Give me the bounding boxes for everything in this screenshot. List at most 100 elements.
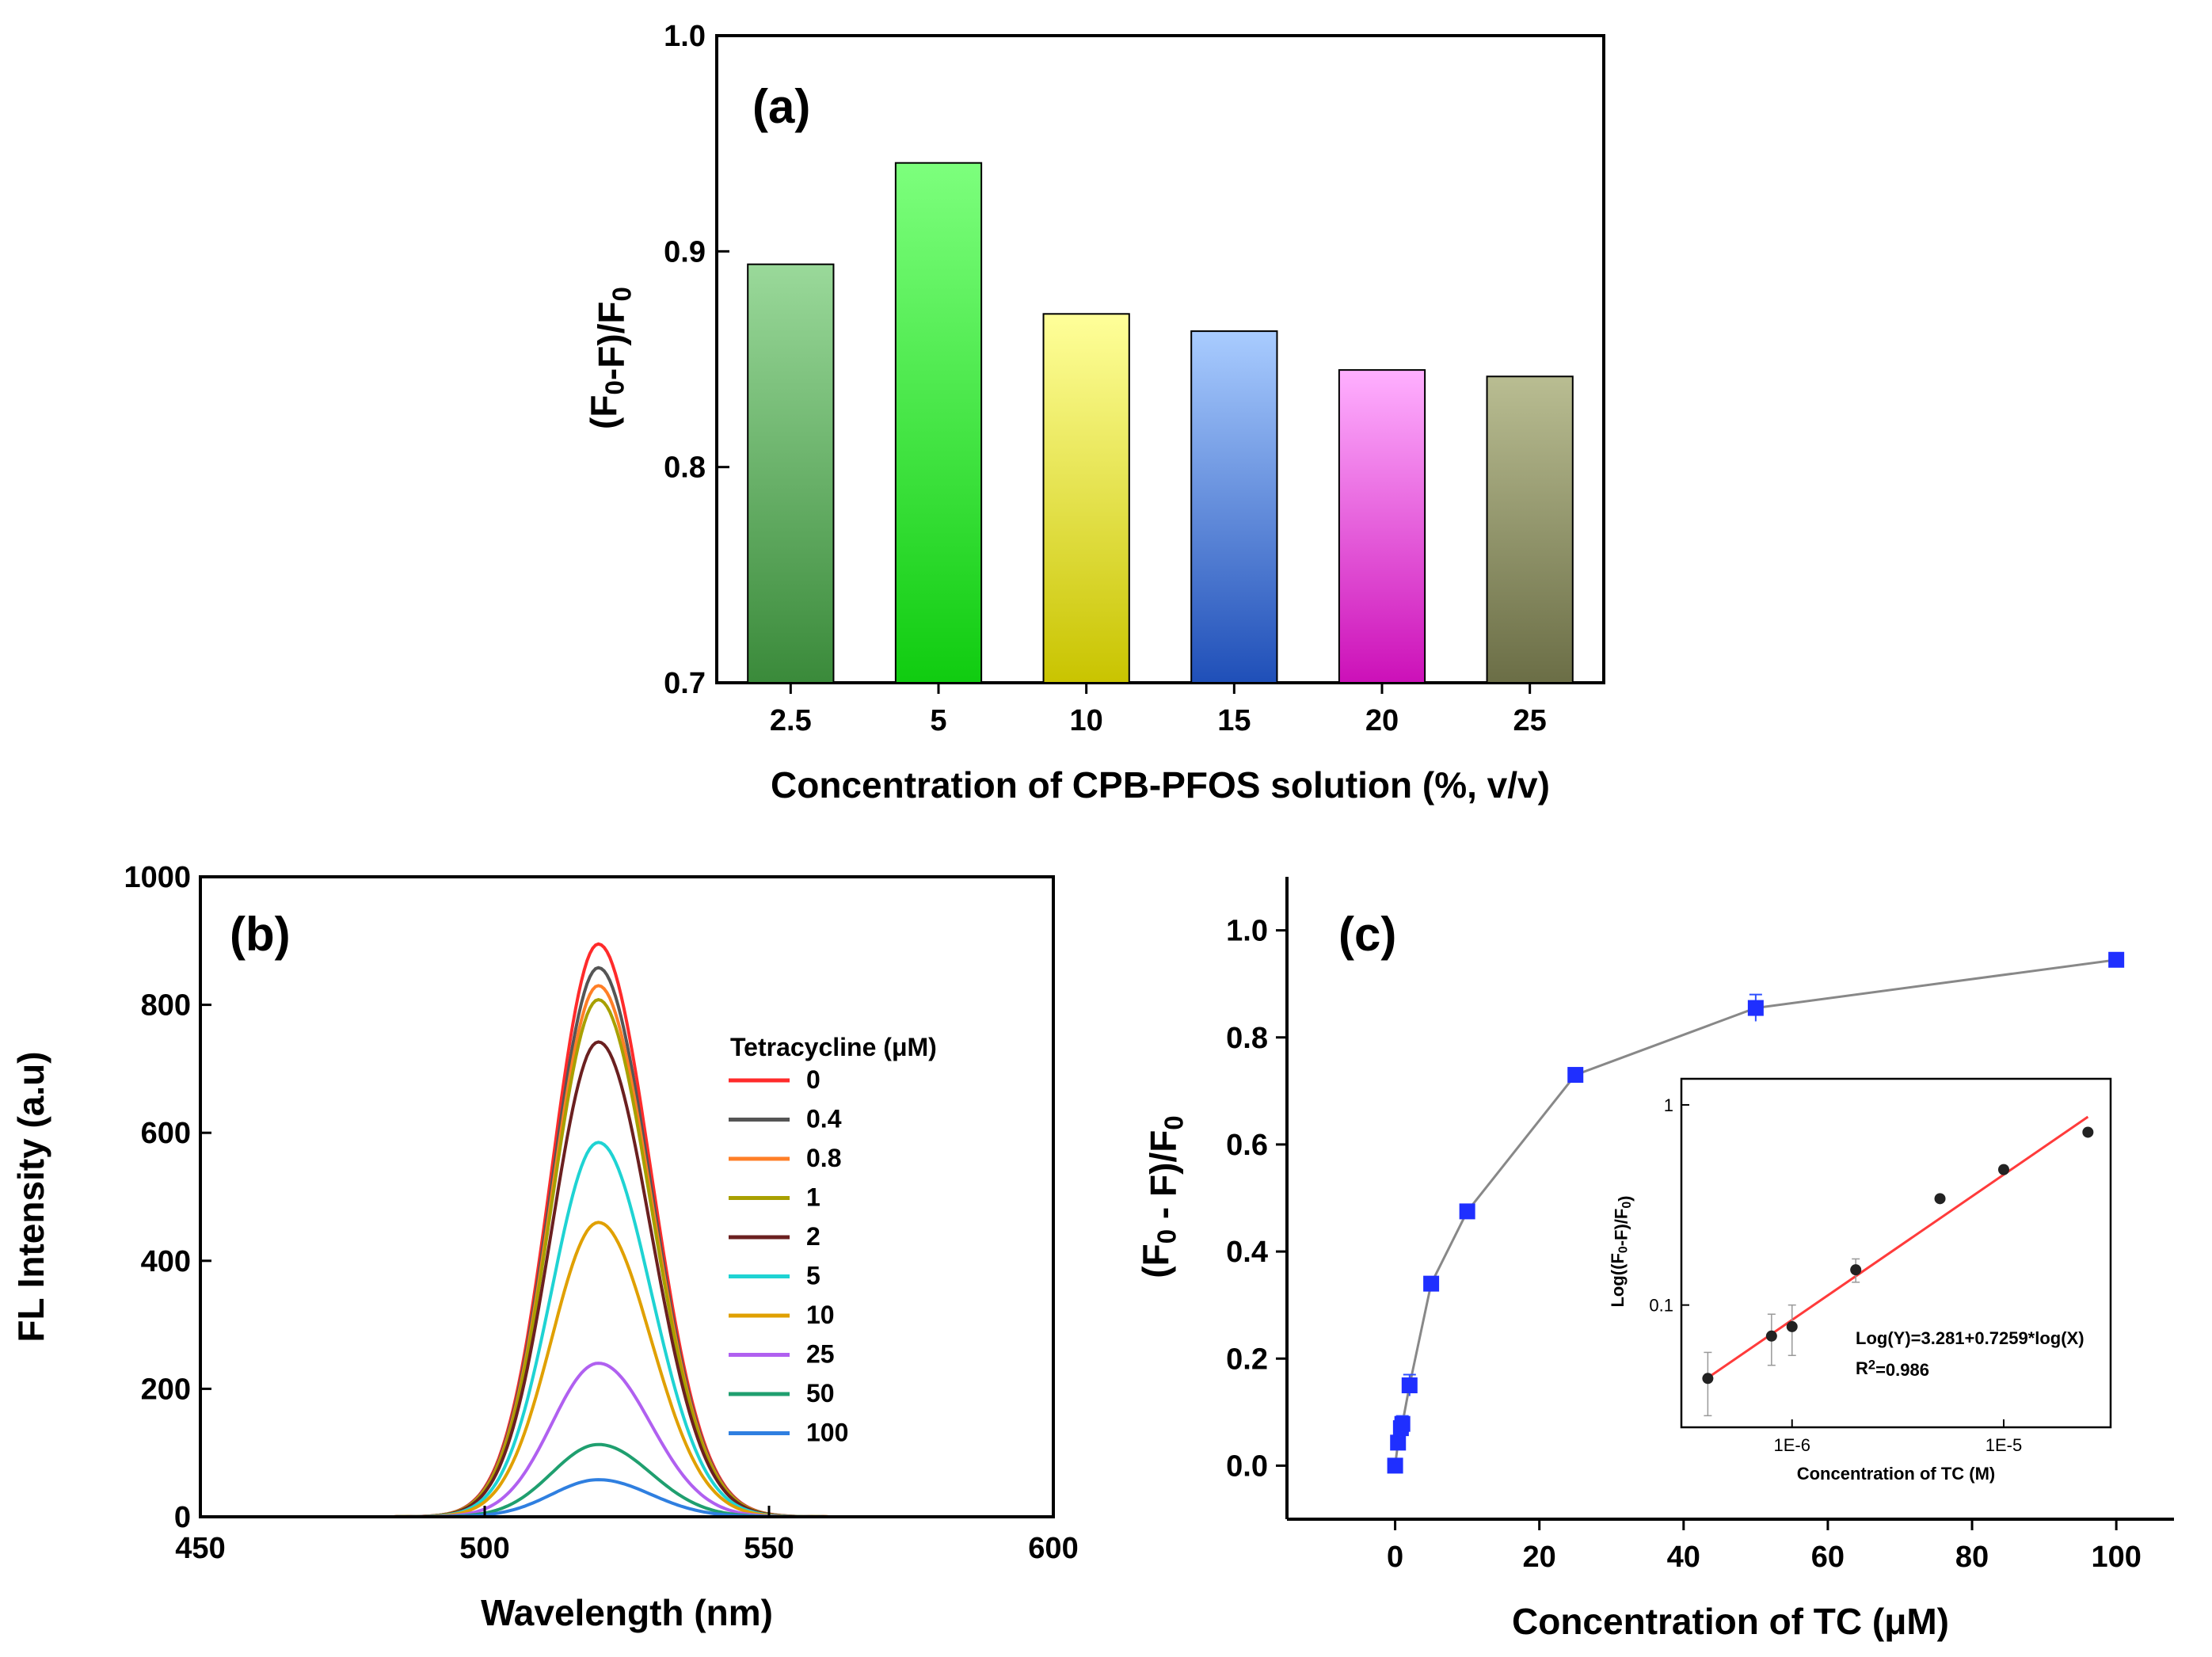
panel-b-plot-frame — [199, 875, 1055, 1518]
legend-label-25: 25 — [806, 1340, 835, 1369]
x-tick-label: 15 — [1217, 704, 1251, 737]
inset-point — [1702, 1373, 1714, 1385]
legend-label-100: 100 — [806, 1419, 848, 1447]
bar-20 — [1338, 369, 1426, 684]
point-100 — [2108, 951, 2125, 968]
panel-b-y-axis-label: FL Intensity (a.u) — [10, 1051, 51, 1342]
x-tick-label: 0 — [1387, 1541, 1403, 1574]
y-tick-label: 0.6 — [1226, 1129, 1268, 1162]
panel-c-y-axis-label: (F0 - F)/F0 — [1135, 1115, 1190, 1278]
panel-c-x-axis-label: Concentration of TC (μM) — [1512, 1601, 1949, 1642]
bar-2.5 — [747, 263, 835, 684]
legend-label-2: 2 — [806, 1222, 820, 1251]
inset-y-tick-label: 1 — [1664, 1095, 1673, 1115]
inset-plot-frame — [1680, 1077, 2112, 1429]
inset-fit-equation: Log(Y)=3.281+0.7259*log(X) — [1856, 1328, 2084, 1348]
panel-b-curves — [200, 942, 1053, 1518]
x-tick-label: 600 — [1028, 1532, 1078, 1565]
x-tick-label: 2.5 — [770, 704, 812, 737]
spectrum-1 — [200, 998, 1053, 1518]
panel-a-y-axis-label: (F0-F)/F0 — [583, 287, 638, 429]
x-tick-label: 20 — [1365, 704, 1399, 737]
panel-b-label: (b) — [230, 908, 291, 961]
legend-label-50: 50 — [806, 1379, 835, 1407]
y-tick-label: 1.0 — [664, 20, 706, 53]
panel-c: 0.0 0.2 0.4 0.6 0.8 1.0 0 20 40 60 80 100 (c) (F0 … — [1135, 877, 2174, 1642]
spectrum-0 — [200, 942, 1053, 1518]
spectrum-50 — [200, 1442, 1053, 1518]
panel-c-y-ticks: 0.0 0.2 0.4 0.6 0.8 1.0 — [1226, 915, 1287, 1483]
point-0.4 — [1390, 1434, 1407, 1451]
x-tick-label: 5 — [930, 704, 946, 737]
panel-a-y-ticks: 0.7 0.8 0.9 1.0 — [664, 20, 729, 700]
spectrum-5 — [200, 1141, 1053, 1518]
inset-point — [1934, 1193, 1946, 1205]
inset-point — [1997, 1164, 2009, 1175]
inset-y-ticks: 0.11 — [1649, 1095, 1689, 1316]
legend-label-0.4: 0.4 — [806, 1105, 842, 1133]
panel-b-y-ticks: 0 200 400 600 800 1000 — [124, 861, 211, 1534]
y-tick-label: 200 — [141, 1373, 191, 1406]
inset-x-ticks: 1E-6 1E-5 — [1773, 1419, 2022, 1455]
inset-x-axis-label: Concentration of TC (M) — [1797, 1464, 1996, 1484]
y-tick-label: 400 — [141, 1245, 191, 1278]
point-10 — [1459, 1203, 1475, 1220]
legend-label-0: 0 — [806, 1065, 820, 1094]
y-tick-label: 0.0 — [1226, 1449, 1268, 1483]
y-tick-label: 0.4 — [1226, 1236, 1268, 1269]
x-tick-label: 500 — [459, 1532, 509, 1565]
point-25 — [1567, 1067, 1584, 1084]
x-tick-label: 10 — [1070, 704, 1103, 737]
y-tick-label: 1.0 — [1226, 915, 1268, 948]
y-tick-label: 1000 — [124, 861, 191, 894]
bar-10 — [1042, 313, 1130, 684]
panel-a-label: (a) — [752, 80, 810, 133]
panel-b-x-axis-label: Wavelength (nm) — [481, 1592, 773, 1633]
x-tick-label: 40 — [1667, 1541, 1700, 1574]
panel-b-legend-title: Tetracycline (μM) — [730, 1033, 937, 1061]
inset-x-tick-label: 1E-5 — [1985, 1435, 2022, 1455]
y-tick-label: 0 — [174, 1501, 191, 1534]
inset-point — [1786, 1320, 1798, 1332]
bar-5 — [894, 162, 983, 684]
legend-label-1: 1 — [806, 1183, 820, 1212]
panel-c-inset: 0.11 1E-6 1E-5 Log((F0-F)/F0) Concentrati… — [1608, 1077, 2112, 1484]
x-tick-label: 25 — [1513, 704, 1547, 737]
panel-a-x-ticks: 2.5 5 10 15 20 25 — [770, 683, 1547, 737]
y-tick-label: 800 — [141, 989, 191, 1023]
spectrum-10 — [200, 1221, 1053, 1518]
inset-y-tick-label: 0.1 — [1649, 1296, 1673, 1316]
panel-a-x-axis-label: Concentration of CPB-PFOS solution (%, v… — [771, 764, 1550, 806]
bar-15 — [1190, 330, 1278, 684]
x-tick-label: 100 — [2091, 1541, 2141, 1574]
panel-b-x-ticks: 450 500 550 600 — [175, 1506, 1079, 1565]
point-0 — [1387, 1457, 1403, 1474]
y-tick-label: 600 — [141, 1117, 191, 1150]
legend-label-10: 10 — [806, 1301, 835, 1329]
y-tick-label: 0.9 — [664, 235, 706, 269]
panel-c-x-ticks: 0 20 40 60 80 100 — [1387, 1519, 2142, 1574]
point-5 — [1423, 1275, 1440, 1292]
point-1 — [1394, 1415, 1411, 1432]
x-tick-label: 450 — [175, 1532, 225, 1565]
inset-point — [1765, 1330, 1777, 1342]
y-tick-label: 0.8 — [664, 451, 706, 485]
panel-a-bars — [747, 162, 1574, 684]
y-tick-label: 0.8 — [1226, 1022, 1268, 1055]
inset-points — [1702, 1126, 2094, 1417]
x-tick-label: 60 — [1811, 1541, 1845, 1574]
legend-label-0.8: 0.8 — [806, 1144, 841, 1172]
inset-point — [2082, 1126, 2094, 1138]
y-tick-label: 0.7 — [664, 667, 706, 700]
spectrum-100 — [200, 1478, 1053, 1518]
point-50 — [1747, 1000, 1764, 1016]
bar-25 — [1486, 375, 1574, 684]
panel-c-points — [1387, 951, 2125, 1474]
point-2 — [1401, 1377, 1418, 1394]
legend-label-5: 5 — [806, 1262, 820, 1290]
spectrum-25 — [200, 1362, 1053, 1518]
x-tick-label: 20 — [1523, 1541, 1556, 1574]
